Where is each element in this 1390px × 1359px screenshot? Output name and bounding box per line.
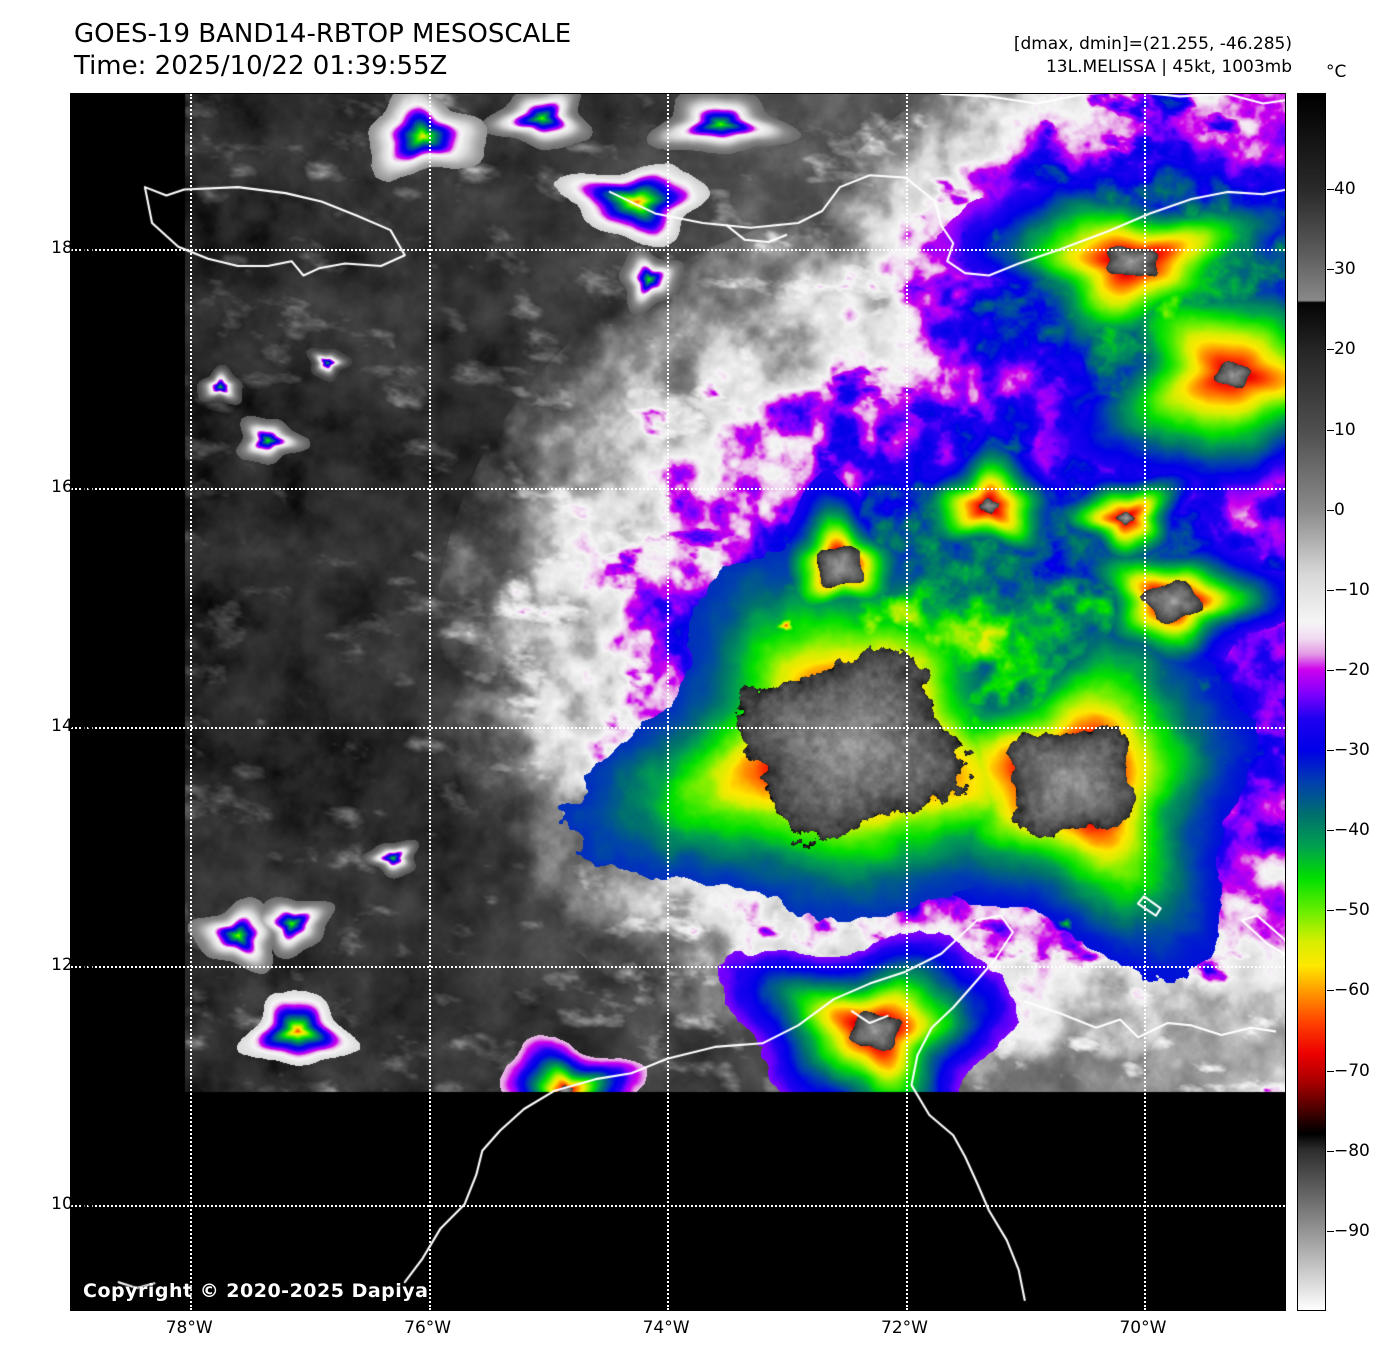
satellite-imagery-canvas: [71, 94, 1285, 1310]
copyright-label: Copyright © 2020-2025 Dapiya: [83, 1280, 429, 1302]
colorbar-tick-mark: [1327, 750, 1334, 752]
colorbar-tick-label: −40: [1334, 820, 1370, 841]
colorbar-tick-mark: [1327, 429, 1334, 431]
lon-tick-label: 70°W: [1119, 1318, 1167, 1338]
colorbar-tick-mark: [1327, 189, 1334, 191]
colorbar-tick-mark: [1327, 269, 1334, 271]
gridline-lat-12°N: [71, 965, 1285, 968]
lat-tick-label: 16°N: [51, 477, 94, 498]
colorbar-tick-mark: [1327, 1230, 1334, 1232]
gridline-lon-70°W: [1143, 94, 1146, 1310]
gridline-lat-14°N: [71, 726, 1285, 729]
storm-info-label: 13L.MELISSA | 45kt, 1003mb: [1045, 57, 1292, 77]
colorbar-tick-mark: [1327, 990, 1334, 992]
gridline-lon-74°W: [667, 94, 670, 1310]
colorbar-tick-label: −90: [1334, 1220, 1370, 1241]
colorbar-tick-label: −20: [1334, 659, 1370, 680]
colorbar-tick-mark: [1327, 1150, 1334, 1152]
colorbar-tick-label: 10: [1334, 419, 1356, 440]
colorbar-tick-mark: [1327, 669, 1334, 671]
colorbar[interactable]: [1297, 93, 1326, 1311]
page-title: GOES-19 BAND14-RBTOP MESOSCALE: [74, 19, 572, 49]
gridline-lon-72°W: [905, 94, 908, 1310]
lat-tick-label: 12°N: [51, 954, 94, 975]
colorbar-tick-label: 40: [1334, 179, 1356, 200]
colorbar-gradient: [1298, 94, 1325, 1310]
lon-tick-label: 72°W: [881, 1318, 928, 1338]
colorbar-tick-mark: [1327, 910, 1334, 912]
timestamp-label: Time: 2025/10/22 01:39:55Z: [74, 51, 448, 81]
satellite-image-plot[interactable]: Copyright © 2020-2025 Dapiya: [70, 93, 1286, 1311]
gridline-lat-18°N: [71, 249, 1285, 252]
header-title-block: GOES-19 BAND14-RBTOP MESOSCALE Time: 202…: [74, 18, 571, 82]
lon-tick-label: 78°W: [165, 1318, 213, 1338]
colorbar-tick-label: 0: [1334, 499, 1345, 520]
colorbar-tick-mark: [1327, 349, 1334, 351]
gridline-lat-10°N: [71, 1204, 1285, 1207]
lat-tick-label: 14°N: [51, 715, 94, 736]
lat-tick-label: 18°N: [51, 238, 94, 259]
data-minmax-label: [dmax, dmin]=(21.255, -46.285): [1013, 34, 1292, 54]
colorbar-tick-label: −50: [1334, 900, 1370, 921]
lat-tick-label: 10°N: [51, 1193, 94, 1214]
colorbar-tick-label: −60: [1334, 980, 1370, 1001]
colorbar-tick-label: −80: [1334, 1140, 1370, 1161]
gridline-lat-16°N: [71, 488, 1285, 491]
colorbar-tick-mark: [1327, 1070, 1334, 1072]
colorbar-tick-label: −70: [1334, 1060, 1370, 1081]
colorbar-tick-label: 30: [1334, 259, 1356, 280]
colorbar-unit-label: °C: [1326, 62, 1347, 82]
header-meta-block: [dmax, dmin]=(21.255, -46.285) 13L.MELIS…: [1014, 33, 1292, 79]
colorbar-tick-label: 20: [1334, 339, 1356, 360]
colorbar-tick-mark: [1327, 830, 1334, 832]
gridline-lon-76°W: [428, 94, 431, 1310]
gridline-lon-78°W: [190, 94, 193, 1310]
colorbar-tick-label: −10: [1334, 579, 1370, 600]
colorbar-tick-mark: [1327, 589, 1334, 591]
lon-tick-label: 74°W: [642, 1318, 690, 1338]
colorbar-tick-label: −30: [1334, 740, 1370, 761]
lon-tick-label: 76°W: [404, 1318, 452, 1338]
colorbar-tick-mark: [1327, 509, 1334, 511]
